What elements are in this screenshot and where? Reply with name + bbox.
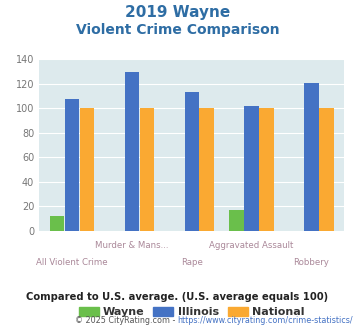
Bar [185,92,199,231]
Bar [304,83,318,231]
Bar [244,106,259,231]
Bar [125,72,139,231]
Text: Aggravated Assault: Aggravated Assault [209,241,294,250]
Legend: Wayne, Illinois, National: Wayne, Illinois, National [74,302,309,321]
Text: 2019 Wayne: 2019 Wayne [125,5,230,20]
Text: Rape: Rape [181,258,203,267]
Bar [65,99,79,231]
Text: All Violent Crime: All Violent Crime [36,258,108,267]
Text: Murder & Mans...: Murder & Mans... [95,241,169,250]
Bar [200,109,214,231]
Text: https://www.cityrating.com/crime-statistics/: https://www.cityrating.com/crime-statist… [178,316,353,325]
Bar [260,109,274,231]
Bar [80,109,94,231]
Text: Robbery: Robbery [294,258,329,267]
Text: Violent Crime Comparison: Violent Crime Comparison [76,23,279,37]
Bar [140,109,154,231]
Bar [229,210,244,231]
Text: Compared to U.S. average. (U.S. average equals 100): Compared to U.S. average. (U.S. average … [26,292,329,302]
Text: © 2025 CityRating.com -: © 2025 CityRating.com - [75,316,178,325]
Bar [319,109,334,231]
Bar [50,216,64,231]
